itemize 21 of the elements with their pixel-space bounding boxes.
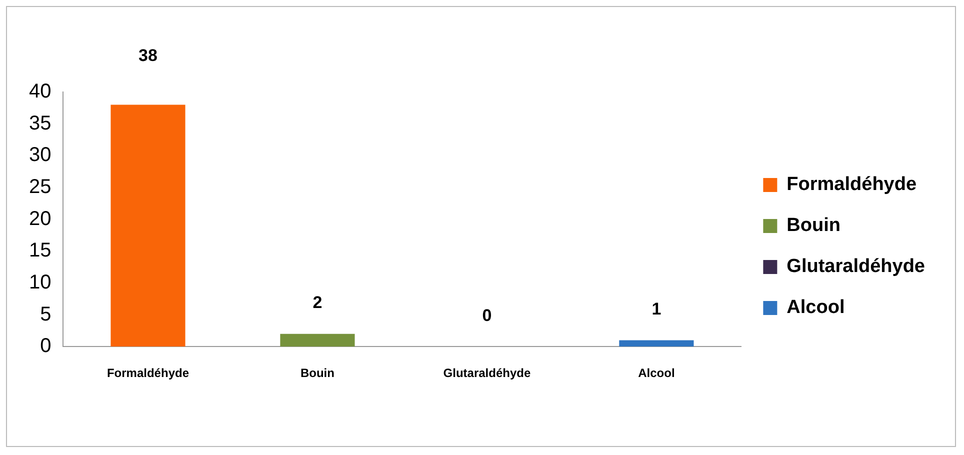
data-label: 38 [138, 46, 158, 65]
legend-label: Formaldéhyde [786, 174, 917, 196]
x-tick-label: Bouin [300, 366, 334, 380]
y-tick-label: 15 [28, 240, 52, 262]
x-tick-label: Alcool [638, 366, 675, 380]
y-tick-label: 10 [28, 271, 52, 294]
data-label: 1 [652, 299, 662, 318]
legend-label: Bouin [786, 215, 841, 236]
y-tick-label: 40 [28, 80, 52, 103]
y-tick-label: 25 [28, 176, 52, 198]
y-tick-label: 5 [40, 303, 52, 326]
y-tick-label: 0 [40, 335, 52, 358]
x-tick-label: Glutaraldéhyde [443, 366, 531, 380]
y-tick-label: 30 [28, 144, 52, 166]
x-tick-label: Formaldéhyde [106, 366, 190, 380]
y-tick-label: 20 [28, 208, 52, 230]
y-tick-label: 35 [28, 112, 52, 134]
legend-label: Alcool [786, 297, 845, 318]
data-label: 2 [312, 293, 322, 312]
data-label: 0 [482, 306, 492, 325]
legend-label: Glutaraldéhyde [786, 256, 926, 278]
